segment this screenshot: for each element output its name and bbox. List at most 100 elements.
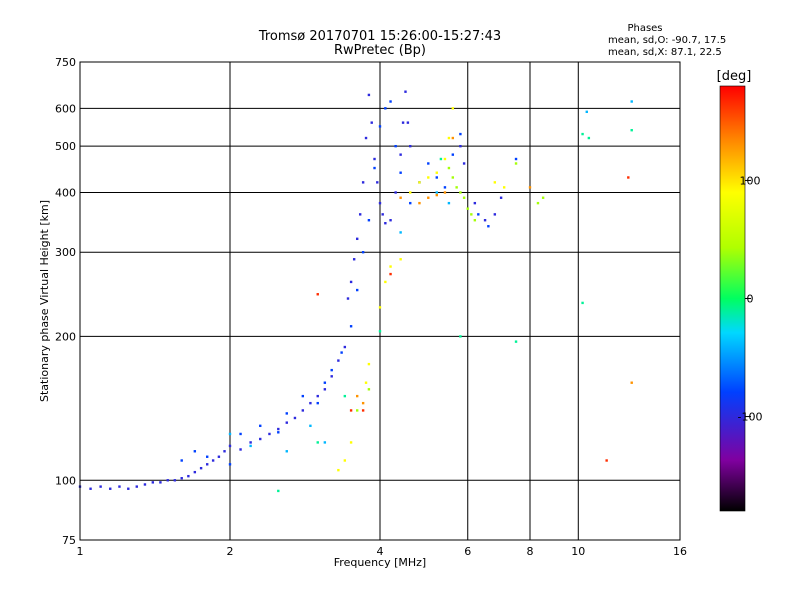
- data-point: [337, 468, 340, 472]
- data-point: [404, 90, 407, 93]
- data-point: [259, 437, 262, 441]
- data-point: [378, 201, 382, 205]
- colorbar-label: [deg]: [717, 69, 752, 84]
- data-point: [447, 201, 451, 205]
- data-point: [367, 93, 371, 97]
- data-point: [435, 193, 438, 197]
- data-point: [483, 219, 487, 222]
- data-point: [502, 186, 506, 189]
- data-point: [389, 272, 392, 276]
- data-point: [451, 176, 455, 179]
- data-point: [378, 306, 382, 309]
- data-point: [630, 100, 633, 103]
- data-point: [493, 181, 497, 184]
- data-point: [323, 441, 327, 444]
- data-point: [627, 176, 630, 179]
- x-tick-label: 2: [227, 545, 234, 558]
- data-point: [193, 470, 197, 474]
- data-point: [352, 258, 356, 261]
- data-point: [389, 100, 392, 103]
- data-point: [239, 432, 242, 436]
- data-point: [89, 487, 92, 490]
- data-point: [343, 394, 347, 398]
- colorbar-ticks: 100 0 -100: [738, 174, 763, 423]
- data-point: [401, 121, 405, 124]
- data-point: [447, 166, 451, 170]
- data-point: [259, 424, 262, 428]
- y-tick-label: 75: [62, 534, 76, 547]
- x-tick-label: 1: [77, 545, 84, 558]
- data-point: [309, 424, 312, 428]
- data-point: [409, 191, 412, 194]
- data-point: [277, 489, 280, 493]
- data-point: [378, 125, 382, 128]
- data-point: [361, 251, 365, 254]
- data-point: [376, 181, 379, 184]
- data-point: [223, 450, 226, 453]
- data-point: [109, 487, 112, 490]
- data-point: [367, 388, 371, 391]
- data-point: [193, 450, 197, 453]
- data-point: [346, 297, 350, 300]
- y-tick-label: 100: [55, 474, 76, 487]
- data-point: [316, 293, 319, 296]
- data-point: [406, 121, 410, 124]
- data-point: [399, 171, 402, 174]
- chart-title: Tromsø 20170701 15:26:00-15:27:43: [258, 29, 501, 44]
- data-point: [459, 191, 462, 194]
- data-point: [427, 196, 430, 199]
- data-point: [228, 432, 232, 436]
- data-point: [418, 201, 421, 205]
- data-point: [159, 481, 162, 484]
- data-point: [367, 219, 371, 222]
- data-point: [459, 132, 462, 136]
- colorbar-tick-label: -100: [738, 411, 763, 424]
- data-point: [435, 191, 438, 194]
- colorbar-tick-label: 100: [740, 174, 761, 187]
- data-point: [343, 345, 347, 349]
- data-point: [355, 394, 359, 398]
- data-points: [78, 90, 633, 493]
- data-point: [427, 162, 430, 165]
- data-point: [499, 196, 503, 199]
- data-point: [528, 186, 532, 189]
- data-point: [268, 432, 271, 436]
- data-point: [349, 409, 353, 412]
- data-point: [399, 231, 402, 234]
- data-point: [361, 409, 365, 412]
- data-point: [239, 448, 242, 451]
- data-point: [199, 466, 203, 470]
- data-point: [427, 176, 430, 179]
- y-axis-ticks: 75 100 200 300 400 500 600 750: [55, 56, 76, 547]
- data-point: [370, 121, 373, 124]
- colorbar: [719, 85, 746, 512]
- data-point: [536, 201, 540, 205]
- x-tick-label: 8: [527, 545, 534, 558]
- data-point: [447, 136, 451, 140]
- colorbar-tick-label: 0: [747, 293, 754, 306]
- x-tick-label: 16: [673, 545, 687, 558]
- stats-line-x: mean, sd,X: 87.1, 22.5: [608, 47, 722, 58]
- data-point: [514, 162, 518, 165]
- data-point: [205, 463, 209, 466]
- data-point: [330, 368, 333, 372]
- data-point: [435, 176, 438, 179]
- data-point: [381, 213, 384, 216]
- data-point: [285, 421, 288, 424]
- data-point: [151, 481, 155, 484]
- data-point: [473, 201, 477, 205]
- stats-line-o: mean, sd,O: -90.7, 17.5: [608, 35, 726, 46]
- data-point: [418, 181, 421, 184]
- data-point: [459, 335, 462, 338]
- data-point: [180, 459, 183, 462]
- data-point: [581, 132, 584, 136]
- data-point: [316, 401, 319, 405]
- data-point: [443, 186, 447, 189]
- data-point: [389, 265, 392, 268]
- y-tick-label: 400: [55, 186, 76, 199]
- data-point: [435, 171, 438, 174]
- y-tick-label: 500: [55, 140, 76, 153]
- data-point: [166, 479, 169, 482]
- data-point: [364, 136, 368, 140]
- data-point: [249, 441, 252, 444]
